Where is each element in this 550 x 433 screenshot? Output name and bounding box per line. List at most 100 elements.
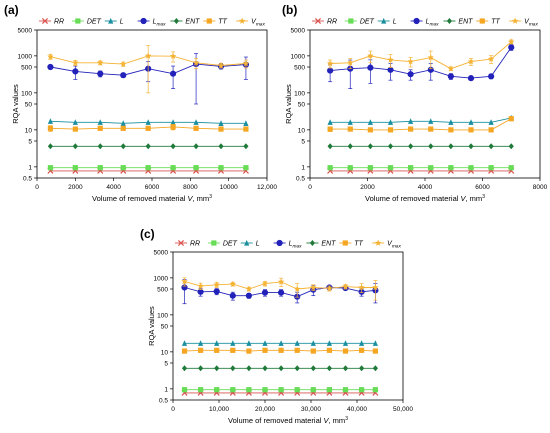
data-point [145,125,151,131]
data-point [218,165,224,171]
legend-label-main: V [524,19,530,26]
data-point [97,143,103,150]
data-point [278,340,284,346]
legend-label-sub: max [392,244,402,249]
data-point [428,165,434,171]
data-point [367,119,373,125]
data-point [243,120,249,126]
legend-label-main: ENT [321,241,336,248]
data-point [144,52,152,59]
data-point [145,165,151,171]
data-point [72,165,78,171]
data-point [508,165,514,171]
data-point [408,118,414,124]
data-point [214,340,220,346]
data-point [198,365,204,372]
legend-marker [511,17,519,24]
series [327,114,514,125]
data-point [488,165,494,171]
data-point [217,62,225,69]
x-axis-label-var: V [188,194,194,203]
legend-label: TT [491,19,500,26]
data-point [193,143,199,150]
data-point [120,125,126,131]
y-tick-label: 100 [157,312,168,319]
y-axis-label: RQA values [147,306,156,346]
data-point [120,120,126,126]
data-point [72,119,78,125]
y-tick-label: 1000 [18,53,33,60]
data-point [468,143,474,150]
legend-marker [108,17,114,24]
legend-label: Lmax [289,241,303,250]
data-point [277,278,285,285]
data-point [230,365,236,372]
data-point [428,143,434,150]
x-axis-label-var: V [461,194,467,203]
data-point [293,285,301,292]
data-point [214,387,220,393]
series [327,143,514,150]
legend-label: DET [223,241,238,248]
data-point [372,348,378,354]
legend-marker [244,239,250,246]
legend-label-main: L [393,19,397,26]
legend-label: L [393,19,397,26]
data-point [181,365,188,372]
legend-label-sub: max [156,22,166,27]
data-point [278,289,285,296]
data-point [193,119,199,125]
legend-label: ENT [458,19,473,26]
legend-label: L [256,241,260,248]
data-point [387,143,394,150]
data-point [347,143,353,150]
data-point [198,347,204,353]
data-point [508,116,514,122]
data-point [193,165,199,171]
data-point [97,59,104,66]
y-tick-label: 0.5 [159,398,168,405]
x-axis-label-unit: , mm [466,194,483,203]
x-tick-label: 12,000 [257,184,277,191]
y-tick-label: 1 [28,164,32,171]
x-tick-label: 0 [171,406,175,413]
data-point [181,348,188,354]
data-point [169,70,177,77]
data-point [326,60,334,67]
data-point [218,143,224,150]
data-point [245,292,252,299]
series [181,365,378,372]
data-point [347,126,353,132]
data-point [181,340,188,346]
data-point [372,284,379,291]
x-axis-label: Volume of removed material V, mm3 [92,194,212,203]
legend-label-main: RR [190,241,200,248]
data-point [246,365,252,372]
data-point [120,143,126,150]
y-tick-label: 5 [301,139,305,146]
series [327,44,515,89]
data-point [327,165,333,171]
series [47,165,249,171]
legend-label-main: ENT [458,19,473,26]
data-point [359,347,365,353]
data-point [387,127,394,133]
y-tick-label: 100 [294,90,305,97]
data-point [261,280,269,287]
data-point [214,365,220,372]
data-point [447,73,454,80]
legend-label-main: V [251,19,257,26]
x-axis-label-exp: 3 [482,194,485,200]
data-point [359,365,365,372]
data-point [170,124,176,130]
legend-label: DET [87,19,102,26]
series [47,143,249,150]
data-point [47,165,54,171]
y-axis-label: RQA values [11,84,20,124]
data-point [170,119,176,125]
x-tick-label: 20,000 [255,406,275,413]
legend-marker [413,17,420,25]
data-point [342,365,349,372]
x-tick-label: 2000 [360,184,375,191]
data-point [170,165,176,171]
